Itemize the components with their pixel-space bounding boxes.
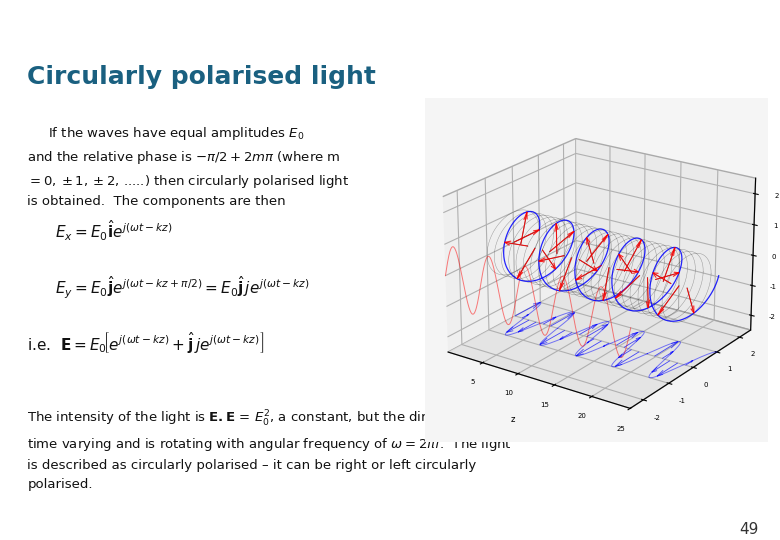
- Text: If the waves have equal amplitudes $E_0$
and the relative phase is $-\pi/2 + 2m\: If the waves have equal amplitudes $E_0$…: [27, 125, 349, 208]
- Text: The intensity of the light is $\mathbf{E.E}$ = $E_0^2$, a constant, but the dire: The intensity of the light is $\mathbf{E…: [27, 409, 513, 491]
- Text: ▲UCL: ▲UCL: [661, 12, 760, 45]
- Text: 49: 49: [739, 522, 758, 537]
- Text: Circularly polarised light: Circularly polarised light: [27, 65, 376, 89]
- Text: i.e.  $\mathbf{E} = E_0\!\left[e^{j(\omega t - kz)} + \hat{\mathbf{j}}\,je^{j(\o: i.e. $\mathbf{E} = E_0\!\left[e^{j(\omeg…: [27, 330, 264, 355]
- Text: $E_x = E_0\hat{\mathbf{i}}e^{j(\omega t - kz)}$: $E_x = E_0\hat{\mathbf{i}}e^{j(\omega t …: [55, 218, 172, 243]
- X-axis label: z: z: [511, 415, 515, 424]
- Text: $E_y = E_0\hat{\mathbf{j}}e^{j(\omega t - kz + \pi/2)} = E_0\hat{\mathbf{j}}\,je: $E_y = E_0\hat{\mathbf{j}}e^{j(\omega t …: [55, 274, 310, 301]
